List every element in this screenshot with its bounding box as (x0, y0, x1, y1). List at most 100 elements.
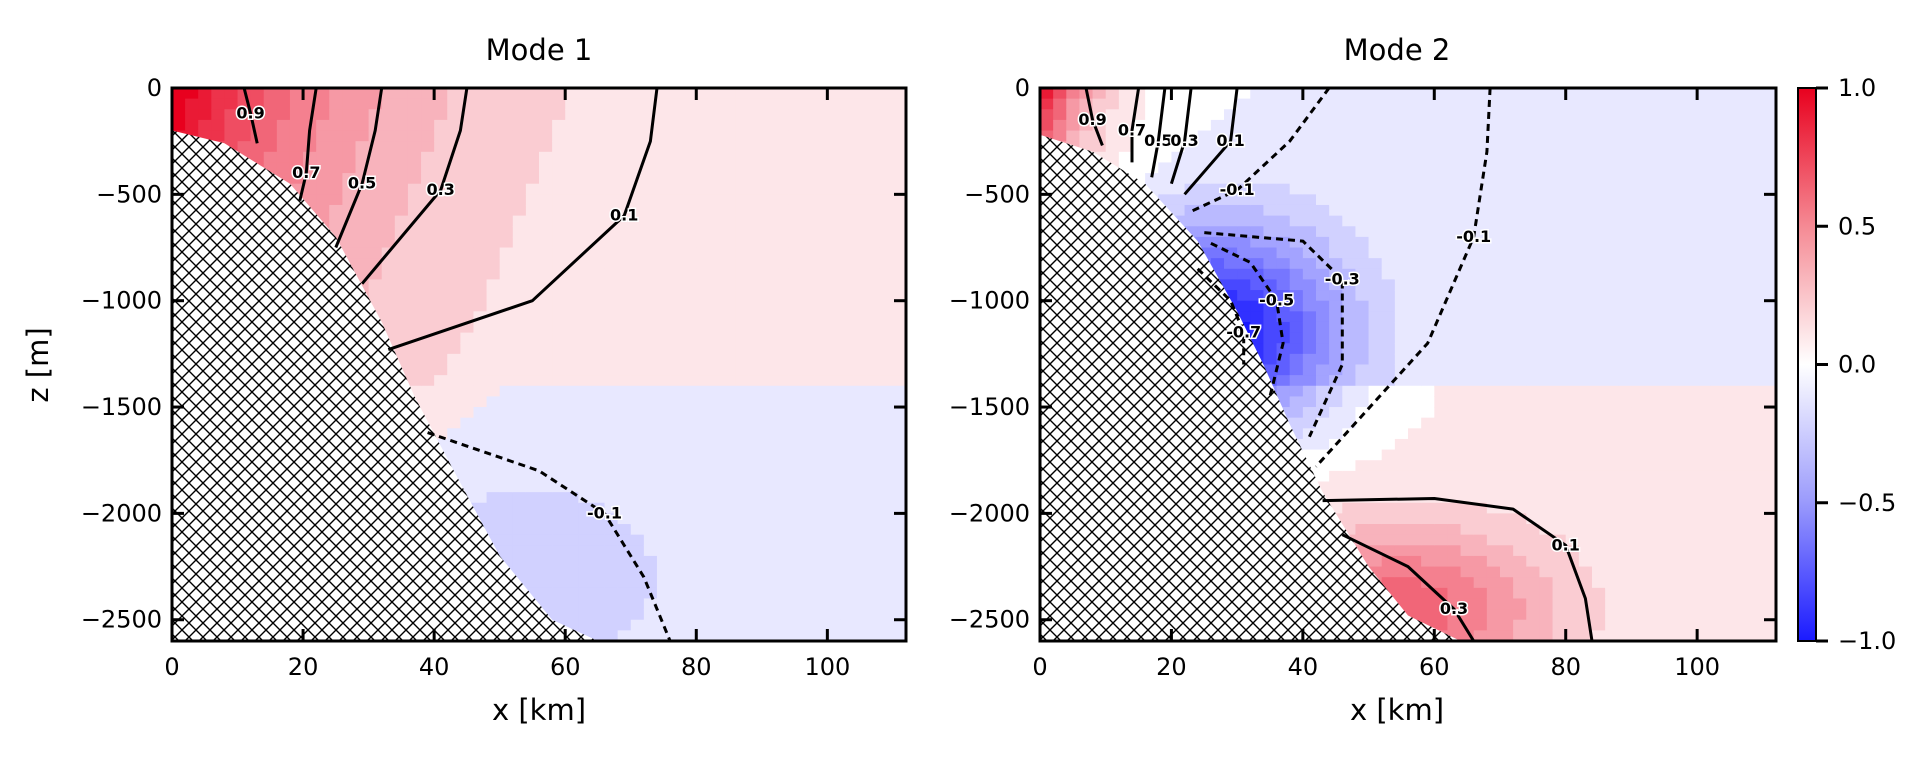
field-cell (552, 481, 566, 493)
field-cell (591, 279, 606, 291)
field-cell (840, 353, 855, 366)
field-cell (565, 204, 579, 217)
field-cell (434, 204, 448, 217)
field-cell (604, 481, 619, 493)
field-cell (539, 524, 553, 536)
field-cell (748, 407, 763, 419)
field-cell (1355, 311, 1370, 323)
field-cell (565, 173, 579, 185)
field-cell (1447, 630, 1462, 641)
field-cell (1289, 109, 1304, 121)
field-cell (670, 545, 684, 557)
field-cell (735, 311, 750, 323)
field-cell (761, 609, 776, 621)
field-cell (892, 524, 906, 536)
field-cell (1460, 513, 1475, 525)
field-cell (604, 385, 619, 397)
field-cell (1394, 119, 1409, 132)
field-cell (1355, 109, 1370, 121)
field-cell (525, 449, 540, 461)
field-cell (473, 88, 488, 100)
field-cell (1381, 438, 1396, 451)
field-cell (591, 385, 606, 397)
field-cell (735, 332, 750, 344)
field-cell (1539, 236, 1554, 249)
field-cell (1276, 247, 1291, 259)
field-cell (499, 332, 514, 344)
field-cell (1447, 343, 1462, 355)
field-cell (709, 183, 724, 195)
field-cell (1250, 332, 1265, 344)
field-cell (1342, 183, 1357, 195)
field-cell (761, 321, 776, 334)
field-cell (1526, 130, 1541, 142)
field-cell (552, 353, 566, 366)
field-cell (709, 587, 724, 600)
field-cell (630, 141, 645, 153)
field-cell (407, 268, 422, 281)
field-cell (801, 587, 815, 600)
field-cell (1302, 311, 1317, 323)
field-cell (643, 353, 658, 366)
field-cell (827, 300, 842, 312)
field-cell (1355, 502, 1370, 514)
mode-1-contours: 0.90.70.5 0.30.1-0.1 (235, 88, 672, 641)
field-cell (525, 375, 540, 387)
field-cell (303, 173, 317, 185)
field-cell (1289, 343, 1304, 355)
field-cell (1513, 609, 1527, 621)
field-cell (525, 353, 540, 366)
field-cell (1237, 247, 1251, 259)
field-cell (1394, 332, 1409, 344)
field-cell (224, 98, 239, 110)
field-cell (1513, 119, 1527, 132)
field-cell (329, 130, 343, 142)
field-cell (473, 449, 488, 461)
field-cell (1394, 226, 1409, 238)
field-cell (1158, 151, 1173, 164)
field-cell (1408, 141, 1422, 153)
field-cell (263, 141, 278, 153)
field-cell (709, 492, 724, 504)
field-cell (1145, 88, 1159, 100)
field-cell (421, 268, 435, 281)
field-cell (1329, 353, 1343, 366)
field-cell (1500, 470, 1514, 483)
field-cell (696, 130, 710, 142)
field-cell (1329, 88, 1343, 100)
field-cell (748, 236, 763, 249)
field-cell (630, 268, 645, 281)
field-cell (512, 268, 527, 281)
field-cell (447, 119, 461, 132)
field-cell (1421, 151, 1435, 164)
field-cell (525, 524, 540, 536)
field-cell (407, 332, 422, 344)
contour-label: 0.9 (236, 104, 264, 123)
field-cell (1460, 364, 1475, 376)
field-cell (539, 555, 553, 568)
field-cell (788, 619, 802, 631)
field-cell (1526, 258, 1541, 270)
field-cell (892, 428, 906, 440)
field-cell (1342, 428, 1357, 440)
field-cell (1329, 428, 1343, 440)
field-cell (774, 88, 789, 100)
field-cell (774, 598, 789, 610)
field-cell (748, 162, 763, 174)
field-cell (1316, 417, 1330, 429)
field-cell (1368, 438, 1383, 451)
field-cell (1473, 587, 1488, 600)
field-cell (525, 577, 540, 589)
field-cell (840, 481, 855, 493)
field-cell (486, 311, 501, 323)
field-cell (722, 524, 737, 536)
field-cell (1329, 417, 1343, 429)
field-cell (1500, 88, 1514, 100)
field-cell (840, 492, 855, 504)
field-cell (525, 428, 540, 440)
field-cell (407, 311, 422, 323)
field-cell (1434, 428, 1449, 440)
field-cell (289, 173, 304, 185)
field-cell (879, 119, 894, 132)
field-cell (866, 332, 881, 344)
